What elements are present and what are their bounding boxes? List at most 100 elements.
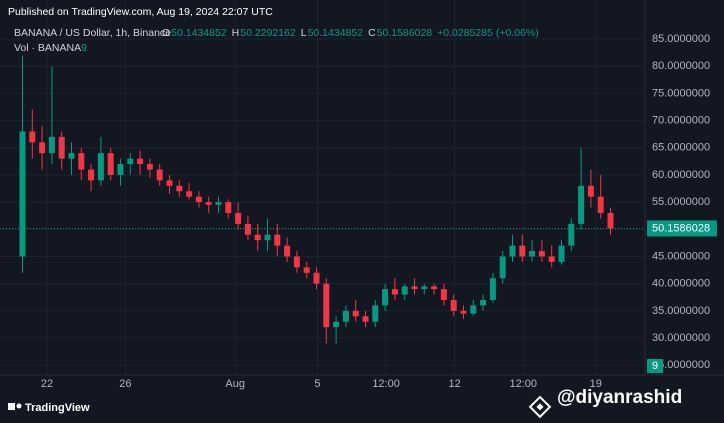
y-tick-label: 70.0000000 (652, 114, 710, 126)
volume-value: 9 (81, 42, 87, 54)
candle-body (225, 202, 232, 213)
y-tick-label: 75.0000000 (652, 87, 710, 99)
x-tick-label: 5 (314, 378, 320, 390)
candle-body (421, 286, 428, 290)
candle-body (587, 185, 594, 197)
x-tick-label: 12:00 (510, 378, 538, 390)
candle-body (558, 245, 565, 262)
candle-body (333, 321, 340, 328)
last-price-badge (647, 220, 717, 237)
candle-body (401, 286, 408, 295)
candle-body (450, 299, 457, 311)
candle-body (146, 164, 153, 170)
candle-body (607, 212, 614, 229)
candle-body (19, 131, 26, 257)
ohlc-value: 50.1586028 (377, 27, 433, 39)
y-tick-label: 55.0000000 (652, 196, 710, 208)
candle-body (58, 136, 65, 159)
watermark: @diyanrashid (557, 387, 682, 408)
candle-body (489, 278, 496, 300)
candle-body (597, 196, 604, 213)
x-tick-label: 12 (449, 378, 461, 390)
candle-body (244, 223, 251, 235)
tv-logo (8, 403, 22, 410)
candle-body (127, 158, 134, 165)
candle-body (303, 267, 310, 273)
ohlc-value: 50.1434852 (308, 27, 364, 39)
footer-bar (0, 393, 724, 423)
candle-body (205, 202, 212, 205)
candle-body (176, 185, 183, 192)
candle-body (578, 185, 585, 224)
candle-body (382, 289, 389, 306)
candle-body (293, 256, 300, 268)
candle-body (156, 169, 163, 181)
candle-body (509, 245, 516, 257)
candle-body (568, 223, 575, 246)
ohlc-key: L (301, 27, 307, 39)
candle-body (313, 272, 320, 284)
candle-body (117, 164, 124, 175)
candle-body (470, 305, 477, 314)
candle-body (78, 153, 85, 170)
x-tick-label: 19 (590, 378, 602, 390)
candle-body (372, 305, 379, 322)
candle-body (107, 153, 114, 175)
candle-body (235, 212, 242, 224)
candle-body (538, 251, 545, 257)
candle-body (548, 256, 555, 262)
y-tick-label: 25.0000000 (652, 359, 710, 371)
ohlc-key: C (368, 27, 376, 39)
candle-body (411, 286, 418, 290)
candle-body (284, 245, 291, 257)
symbol: BANANA / US Dollar, 1h, Binance (14, 27, 171, 39)
published: Published on TradingView.com, Aug 19, 20… (8, 6, 273, 18)
candle-body (529, 251, 536, 257)
candle-body (440, 289, 447, 300)
x-tick-label: 12:00 (372, 378, 400, 390)
ohlc-value: 50.2292162 (240, 27, 296, 39)
candle-body (499, 256, 506, 279)
candle-body (391, 289, 398, 295)
volume-badge (647, 359, 663, 373)
candle-body (264, 234, 271, 241)
candle-body (519, 245, 526, 257)
header-bar (0, 0, 724, 22)
candle-body (480, 299, 487, 306)
candle-body (29, 131, 36, 143)
candle-body (342, 310, 349, 322)
ohlc-key: O (162, 27, 170, 39)
x-tick-label: Aug (225, 378, 245, 390)
y-tick-label: 45.0000000 (652, 250, 710, 262)
candle-body (195, 196, 202, 203)
plot: 25.0000000 30.0000000 35.0000000 40.0000000… (0, 0, 717, 390)
candle-body (68, 153, 75, 159)
candle-body (88, 169, 95, 181)
candle-body (97, 153, 104, 181)
y-tick-label: 35.0000000 (652, 305, 710, 317)
ohlc-key: H (232, 27, 240, 39)
x-tick-label: 26 (119, 378, 131, 390)
volume-label: Vol · BANANA (14, 42, 81, 54)
candle-body (215, 202, 222, 205)
ohlc-value: 50.1434852 (171, 27, 227, 39)
footer-brand: TradingView (25, 402, 90, 414)
y-tick-label: 60.0000000 (652, 169, 710, 181)
candle-body (186, 191, 193, 197)
candle-body (323, 283, 330, 328)
candle-body (48, 136, 55, 154)
volume-badge-label: 9 (652, 360, 658, 372)
candle-body (460, 310, 467, 314)
change: +0.0285285 (+0.06%) (437, 27, 539, 39)
candle-body (166, 180, 173, 186)
last-price-label: 50.1586028 (652, 222, 710, 234)
y-tick-label: 40.0000000 (652, 278, 710, 290)
x-tick-label: 22 (41, 378, 53, 390)
y-tick-label: 85.0000000 (652, 33, 710, 45)
y-tick-label: 65.0000000 (652, 142, 710, 154)
candle-body (431, 286, 438, 290)
candle-body (352, 310, 359, 317)
candle-body (362, 316, 369, 322)
y-tick-label: 30.0000000 (652, 332, 710, 344)
